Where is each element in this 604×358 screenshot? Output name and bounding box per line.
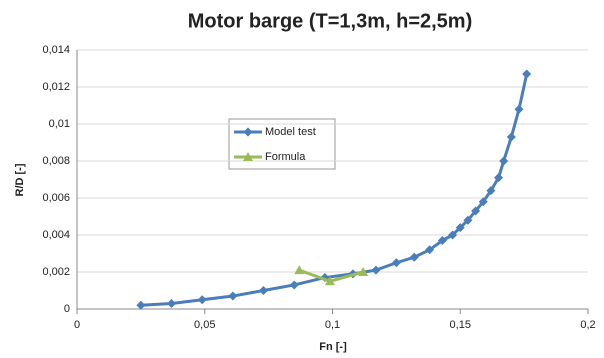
- marker: [506, 132, 516, 142]
- marker: [358, 267, 369, 276]
- marker: [259, 286, 269, 295]
- x-tick-label: 0,1: [325, 319, 340, 331]
- marker: [197, 295, 207, 305]
- marker: [228, 291, 238, 301]
- y-tick-label: 0,004: [42, 229, 70, 241]
- y-axis-title: R/D [-]: [14, 163, 26, 196]
- marker: [494, 173, 504, 183]
- x-tick-label: 0,15: [450, 319, 471, 331]
- y-tick-label: 0,008: [42, 155, 70, 167]
- marker: [471, 206, 481, 216]
- x-tick-label: 0,2: [580, 319, 595, 331]
- y-tick-label: 0,01: [49, 118, 70, 130]
- marker: [499, 156, 509, 166]
- y-tick-label: 0,014: [42, 44, 70, 56]
- legend-label: Model test: [265, 126, 316, 138]
- marker: [522, 69, 532, 79]
- x-tick-label: 0: [74, 319, 80, 331]
- chart-title: Motor barge (T=1,3m, h=2,5m): [188, 10, 473, 32]
- marker: [455, 223, 465, 233]
- marker: [514, 104, 524, 114]
- y-tick-label: 0,002: [42, 266, 70, 278]
- marker: [478, 197, 488, 207]
- y-tick-label: 0: [64, 303, 70, 315]
- marker: [371, 265, 381, 275]
- marker: [425, 245, 435, 255]
- marker: [448, 230, 458, 240]
- y-tick-label: 0,012: [42, 81, 70, 93]
- y-tick-label: 0,006: [42, 192, 70, 204]
- x-tick-label: 0,05: [194, 319, 215, 331]
- marker: [289, 280, 299, 290]
- marker: [391, 258, 401, 268]
- marker: [324, 276, 335, 286]
- marker: [243, 127, 253, 137]
- x-axis-title: Fn [-]: [319, 341, 347, 353]
- legend-label: Formula: [265, 151, 306, 163]
- marker: [294, 265, 305, 275]
- marker: [409, 252, 419, 262]
- series-line: [140, 73, 529, 307]
- marker: [463, 215, 473, 225]
- marker: [243, 152, 253, 161]
- marker: [486, 186, 496, 196]
- marker: [437, 236, 447, 246]
- marker: [136, 300, 146, 310]
- marker: [167, 298, 177, 308]
